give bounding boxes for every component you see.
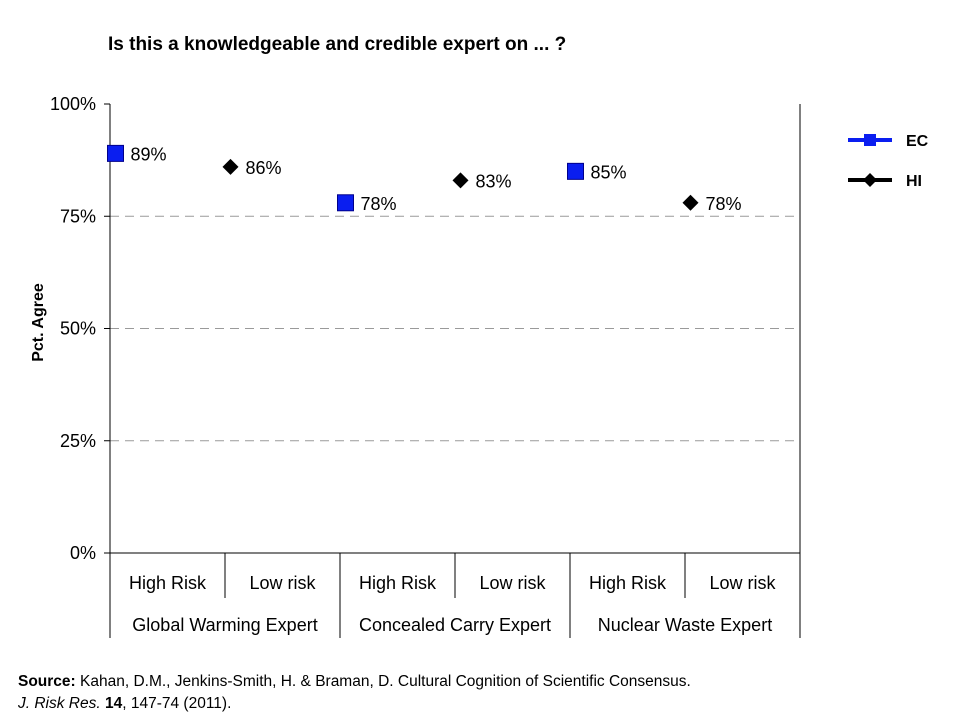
legend-marker-hi <box>863 173 877 187</box>
y-tick-label: 25% <box>60 431 96 451</box>
source-citation: Source: Kahan, D.M., Jenkins-Smith, H. &… <box>18 671 691 715</box>
legend-label-ec: EC <box>906 133 929 150</box>
y-tick-label: 100% <box>50 94 96 114</box>
source-journal: J. Risk Res. <box>18 695 101 712</box>
data-label: 85% <box>591 162 627 182</box>
data-label: 78% <box>706 194 742 214</box>
data-point-hi <box>682 194 699 211</box>
y-axis-title: Pct. Agree <box>30 283 47 362</box>
data-label: 83% <box>476 171 512 191</box>
category-label: High Risk <box>359 573 437 593</box>
source-line-1: Source: Kahan, D.M., Jenkins-Smith, H. &… <box>18 671 691 693</box>
category-label: Low risk <box>479 573 546 593</box>
category-label: Low risk <box>709 573 776 593</box>
group-label: Nuclear Waste Expert <box>598 615 772 635</box>
source-line-2: J. Risk Res. 14, 147-74 (2011). <box>18 693 691 715</box>
data-label: 89% <box>131 144 167 164</box>
y-tick-label: 75% <box>60 206 96 226</box>
source-label: Source: <box>18 673 76 690</box>
data-point-ec <box>337 194 354 212</box>
category-label: Low risk <box>249 573 316 593</box>
y-tick-label: 0% <box>70 543 96 563</box>
group-label: Global Warming Expert <box>132 615 317 635</box>
data-label: 86% <box>246 158 282 178</box>
category-label: High Risk <box>589 573 667 593</box>
data-point-ec <box>107 144 124 162</box>
group-label: Concealed Carry Expert <box>359 615 551 635</box>
source-pages: , 147-74 (2011). <box>122 695 232 712</box>
category-label: High Risk <box>129 573 207 593</box>
legend-label-hi: HI <box>906 173 922 190</box>
source-authors-title: Kahan, D.M., Jenkins-Smith, H. & Braman,… <box>75 673 691 690</box>
legend-marker-ec <box>864 134 876 146</box>
data-point-hi <box>452 172 469 189</box>
data-point-hi <box>222 158 239 175</box>
data-point-ec <box>567 162 584 180</box>
y-tick-label: 50% <box>60 319 96 339</box>
data-label: 78% <box>361 194 397 214</box>
chart-title: Is this a knowledgeable and credible exp… <box>108 34 567 55</box>
source-volume: 14 <box>105 695 123 712</box>
